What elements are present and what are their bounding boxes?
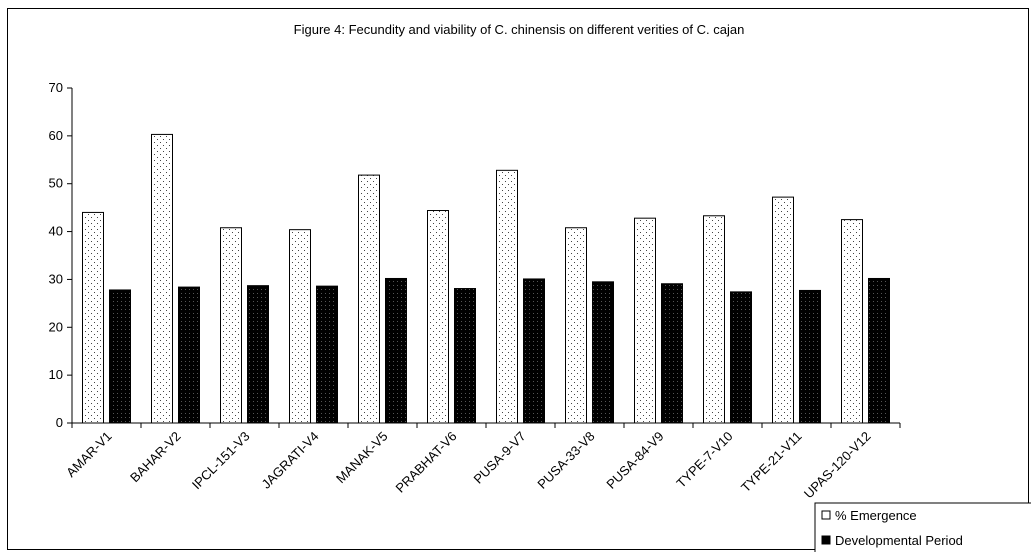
y-tick-label: 10 xyxy=(49,367,63,382)
x-tick-label: PUSA-9-V7 xyxy=(470,429,528,487)
bar-emergence xyxy=(565,227,587,424)
bar-emergence xyxy=(496,169,518,424)
x-tick-label: TYPE-21-V11 xyxy=(738,429,805,496)
bars xyxy=(82,133,890,424)
bar-developmental-period xyxy=(385,277,407,424)
bar-developmental-period xyxy=(178,286,200,424)
legend-swatch-developmental xyxy=(821,535,831,545)
x-tick-label: JAGRATI-V4 xyxy=(259,429,322,492)
legend-label-emergence: % Emergence xyxy=(835,508,917,523)
legend-label-developmental: Developmental Period xyxy=(835,533,963,548)
bar-emergence xyxy=(703,215,725,424)
x-tick-label: TYPE-7-V10 xyxy=(673,429,735,491)
x-tick-label: PUSA-33-V8 xyxy=(534,429,597,492)
bar-emergence xyxy=(82,211,104,424)
bar-emergence xyxy=(289,229,311,424)
bar-developmental-period xyxy=(454,288,476,424)
x-tick-label: PRABHAT-V6 xyxy=(392,429,459,496)
y-tick-label: 40 xyxy=(49,224,63,239)
bar-developmental-period xyxy=(730,291,752,424)
axes: 0 10 20 30 40 50 60 70 xyxy=(49,80,901,430)
bar-developmental-period xyxy=(592,281,614,424)
legend-swatch-emergence xyxy=(821,510,831,520)
y-tick-label: 50 xyxy=(49,176,63,191)
x-tick-label: BAHAR-V2 xyxy=(127,429,184,486)
x-tick-label: MANAK-V5 xyxy=(333,429,391,487)
y-tick-label: 30 xyxy=(49,271,63,286)
chart-title: Figure 4: Fecundity and viability of C. … xyxy=(294,22,745,37)
y-tick-label: 60 xyxy=(49,128,63,143)
bar-emergence xyxy=(151,133,173,424)
x-tick-labels: AMAR-V1 BAHAR-V2 IPCL-151-V3 JAGRATI-V4 MANA… xyxy=(63,429,873,502)
x-tick-label: UPAS-120-V12 xyxy=(801,429,874,502)
bar-emergence xyxy=(841,219,863,424)
legend: % Emergence Developmental Period xyxy=(814,502,1031,552)
bar-emergence xyxy=(634,217,656,424)
bar-developmental-period xyxy=(109,289,131,424)
bar-emergence xyxy=(358,174,380,424)
bar-developmental-period xyxy=(316,285,338,424)
y-tick-label: 20 xyxy=(49,319,63,334)
x-tick-label: IPCL-151-V3 xyxy=(189,429,253,493)
bar-developmental-period xyxy=(799,289,821,424)
bar-developmental-period xyxy=(523,278,545,424)
x-tick-label: PUSA-84-V9 xyxy=(603,429,666,492)
bar-emergence xyxy=(220,227,242,424)
x-tick-label: AMAR-V1 xyxy=(63,429,114,480)
bar-developmental-period xyxy=(868,277,890,424)
bar-emergence xyxy=(427,210,449,424)
bar-developmental-period xyxy=(247,285,269,424)
bar-emergence xyxy=(772,196,794,424)
y-tick-label: 70 xyxy=(49,80,63,95)
bar-developmental-period xyxy=(661,283,683,424)
legend-box xyxy=(814,502,1031,552)
y-tick-label: 0 xyxy=(56,415,63,430)
